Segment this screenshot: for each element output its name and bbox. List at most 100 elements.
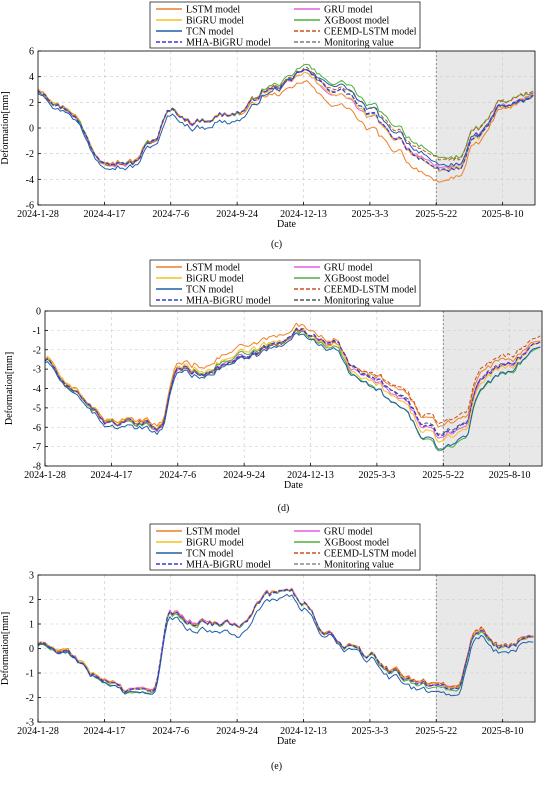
x-axis-label: Date xyxy=(277,219,296,230)
legend-label: MHA-BiGRU model xyxy=(186,560,271,571)
legend: LSTM model GRU model BiGRU model XGBoost mo… xyxy=(149,259,421,307)
y-tick-label: 0 xyxy=(29,124,34,135)
x-tick-label: 2024-9-24 xyxy=(216,209,258,220)
legend-label: CEEMD-LSTM model xyxy=(324,285,417,296)
legend: LSTM model GRU model BiGRU model XGBoost mo… xyxy=(149,1,421,49)
y-tick-label: 3 xyxy=(29,571,34,582)
legend-label: CEEMD-LSTM model xyxy=(324,549,417,560)
legend-label: GRU model xyxy=(324,5,373,16)
x-tick-label: 2025-8-10 xyxy=(489,470,531,481)
series-line-gru-model xyxy=(44,329,541,439)
y-tick-label: -2 xyxy=(26,149,34,160)
x-axis-label: Date xyxy=(284,480,303,491)
x-tick-label: 2024-12-13 xyxy=(280,726,327,737)
legend-label: MHA-BiGRU model xyxy=(186,296,271,307)
legend-label: TCN model xyxy=(186,549,234,560)
x-tick-label: 2024-1-28 xyxy=(24,470,66,481)
x-tick-label: 2025-3-3 xyxy=(352,726,389,737)
panel-caption: (c) xyxy=(271,239,282,250)
x-tick-label: 2024-9-24 xyxy=(223,470,265,481)
chart-panel-0: -6 -4 -2 0 2 4 6 2024-1-28 2024-4-17 2024-7-6 2024… xyxy=(0,1,536,250)
series-lines xyxy=(44,322,541,452)
panel-caption: (e) xyxy=(271,761,282,772)
y-tick-label: -4 xyxy=(26,175,34,186)
legend-box xyxy=(149,259,421,307)
x-tick-label: 2024-4-17 xyxy=(84,209,126,220)
series-line-xgboost-model xyxy=(37,63,534,166)
legend-box xyxy=(149,523,421,571)
y-tick-label: -2 xyxy=(26,693,34,704)
series-line-tcn-model xyxy=(44,332,541,450)
legend-label: XGBoost model xyxy=(324,538,390,549)
x-tick-label: 2024-12-13 xyxy=(287,470,334,481)
y-tick-label: 1 xyxy=(29,620,34,631)
y-tick-label: -1 xyxy=(33,326,41,337)
legend-label: Monitoring value xyxy=(324,560,394,571)
chart-panel-1: -8 -7 -6 -5 -4 -3 -2 -1 0 2024-1-28 2024-4-17 2024-… xyxy=(4,259,543,514)
x-tick-label: 2024-4-17 xyxy=(91,470,133,481)
y-tick-label: -4 xyxy=(33,384,41,395)
x-tick-label: 2025-5-22 xyxy=(415,209,457,220)
y-axis-label: Deformation[mm] xyxy=(4,352,15,425)
y-tick-label: -2 xyxy=(33,345,41,356)
series-lines xyxy=(37,587,534,697)
x-tick-label: 2024-1-28 xyxy=(17,726,59,737)
panel-caption: (d) xyxy=(278,503,290,514)
x-tick-label: 2025-3-3 xyxy=(359,470,396,481)
legend-label: Monitoring value xyxy=(324,38,394,49)
series-line-mha-bigru-model xyxy=(44,328,541,437)
y-tick-label: -6 xyxy=(26,201,34,212)
x-tick-label: 2025-8-10 xyxy=(482,209,524,220)
chart-panel-2: -3 -2 -1 0 1 2 3 2024-1-28 2024-4-17 2024-7-6 2024… xyxy=(0,523,536,772)
y-axis-label: Deformation[mm] xyxy=(0,91,11,164)
x-tick-label: 2025-3-3 xyxy=(352,209,389,220)
x-tick-label: 2025-8-10 xyxy=(482,726,524,737)
y-tick-label: -3 xyxy=(26,718,34,729)
y-tick-label: 6 xyxy=(29,47,34,58)
y-tick-label: 2 xyxy=(29,98,34,109)
x-tick-label: 2024-1-28 xyxy=(17,209,59,220)
legend-label: Monitoring value xyxy=(324,296,394,307)
x-tick-label: 2024-4-17 xyxy=(84,726,126,737)
x-tick-label: 2024-7-6 xyxy=(159,470,196,481)
legend-label: BiGRU model xyxy=(186,274,244,285)
y-tick-label: -3 xyxy=(33,365,41,376)
series-line-mha-bigru-model xyxy=(37,589,534,693)
x-tick-label: 2025-5-22 xyxy=(422,470,464,481)
legend-label: TCN model xyxy=(186,285,234,296)
x-axis-label: Date xyxy=(277,736,296,747)
y-tick-label: 0 xyxy=(36,307,41,318)
legend-label: GRU model xyxy=(324,263,373,274)
x-tick-label: 2024-7-6 xyxy=(152,726,189,737)
legend-label: BiGRU model xyxy=(186,538,244,549)
series-line-monitoring-value xyxy=(37,69,534,172)
y-tick-label: -7 xyxy=(33,442,41,453)
x-tick-label: 2025-5-22 xyxy=(415,726,457,737)
series-line-ceemd-lstm-model xyxy=(37,66,534,167)
y-tick-label: 4 xyxy=(29,72,34,83)
legend-label: GRU model xyxy=(324,527,373,538)
y-axis-label: Deformation[mm] xyxy=(0,612,11,685)
legend-label: TCN model xyxy=(186,27,234,38)
x-tick-label: 2024-7-6 xyxy=(152,209,189,220)
legend-label: MHA-BiGRU model xyxy=(186,38,271,49)
legend: LSTM model GRU model BiGRU model XGBoost mo… xyxy=(149,523,421,571)
y-tick-label: -6 xyxy=(33,423,41,434)
y-tick-label: -8 xyxy=(33,462,41,473)
legend-label: XGBoost model xyxy=(324,274,390,285)
y-tick-label: -1 xyxy=(26,669,34,680)
legend-box xyxy=(149,1,421,49)
x-tick-label: 2024-9-24 xyxy=(216,726,258,737)
legend-label: LSTM model xyxy=(186,527,240,538)
series-line-tcn-model xyxy=(37,593,534,697)
legend-label: CEEMD-LSTM model xyxy=(324,27,417,38)
legend-label: LSTM model xyxy=(186,5,240,16)
legend-label: BiGRU model xyxy=(186,16,244,27)
series-line-mha-bigru-model xyxy=(37,68,534,173)
x-tick-label: 2024-12-13 xyxy=(280,209,327,220)
series-lines xyxy=(37,63,534,183)
y-tick-label: -5 xyxy=(33,403,41,414)
legend-label: LSTM model xyxy=(186,263,240,274)
y-tick-label: 2 xyxy=(29,595,34,606)
